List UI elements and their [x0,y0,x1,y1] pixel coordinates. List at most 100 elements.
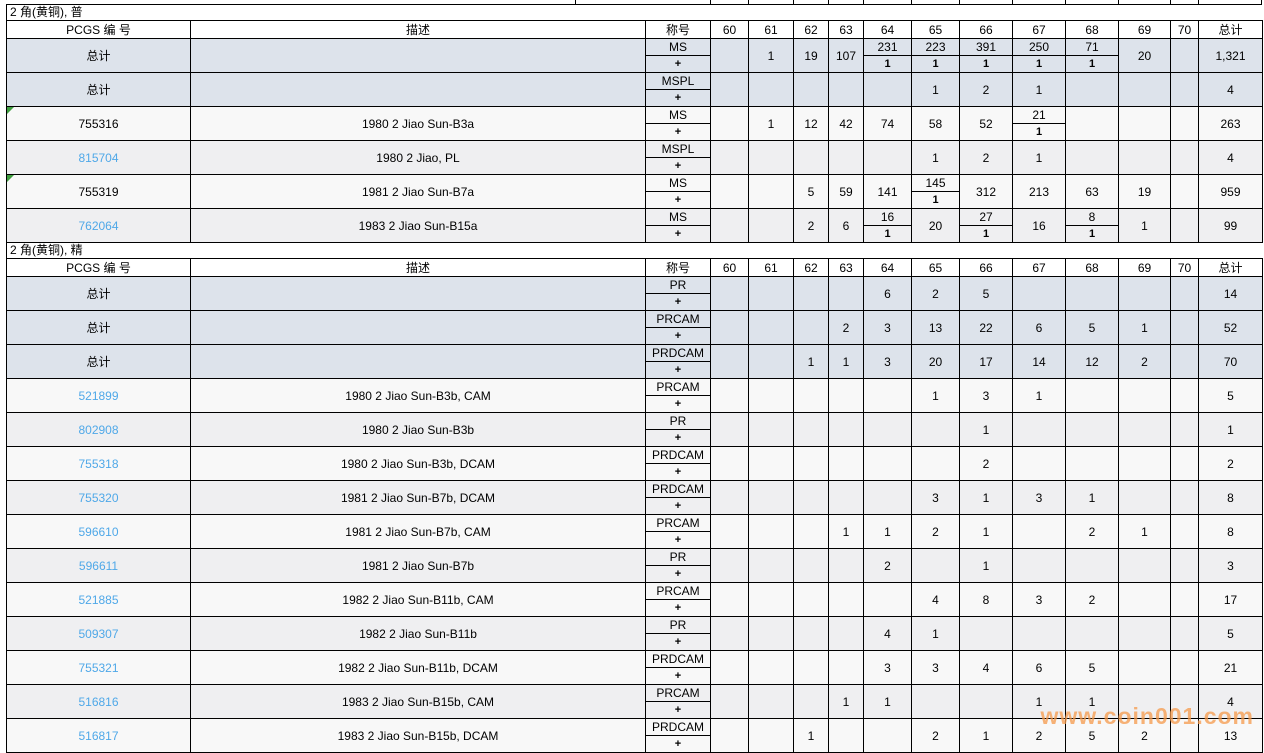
row-total: 70 [1198,344,1263,379]
row-total: 99 [1198,208,1263,243]
designation-label: PR [646,550,710,566]
grade-plus-count: 1 [982,57,990,70]
grade-61-count [748,480,794,515]
plus-label: + [674,363,682,376]
grade-64-count [863,718,912,753]
pcgs-number-link[interactable]: 802908 [6,412,191,447]
grade-61-count [748,548,794,583]
grade-65-count [911,684,960,719]
coin-description: 1980 2 Jiao Sun-B3b, CAM [190,378,646,413]
grade-64-count: 6 [863,276,912,311]
grade-64-count: 3 [863,310,912,345]
grade-67-count [1012,548,1066,583]
split-cell: 391 1 [960,40,1012,72]
split-cell: 250 1 [1013,40,1065,72]
split-cell: PR + [646,278,710,310]
grade-60-count [710,684,749,719]
plus-label: + [674,703,682,716]
section-title: 2 角(黄铜), 普 [6,5,1262,20]
plus-label: + [674,737,682,750]
split-cell: 71 1 [1066,40,1118,72]
grade-62-count [793,72,829,107]
grade-65-count: 20 [911,208,960,243]
grade-67-count: 250 1 [1012,38,1066,73]
pcgs-number-link[interactable]: 521885 [6,582,191,617]
designation-label: PRCAM [646,312,710,328]
designation-label: MSPL [646,74,710,90]
grade-67-count: 1 [1012,378,1066,413]
coin-description [190,38,646,73]
grade-70-count [1170,106,1199,141]
grade-61-count [748,616,794,651]
pcgs-number-link[interactable]: 596610 [6,514,191,549]
split-cell: PRDCAM + [646,720,710,752]
row-total: 8 [1198,480,1263,515]
pcgs-number: 总计 [6,344,191,379]
grade-count: 223 [912,40,959,56]
grade-66-count: 2 [959,446,1013,481]
grade-68-count: 5 [1065,310,1119,345]
grade-62-count [793,548,829,583]
pcgs-number-link[interactable]: 516816 [6,684,191,719]
grade-60-count [710,106,749,141]
split-cell: 21 1 [1013,108,1065,140]
grade-64-count: 141 [863,174,912,209]
grade-64-count: 3 [863,650,912,685]
pcgs-number-link[interactable]: 596611 [6,548,191,583]
grade-63-count [828,140,864,175]
grade-plus-count: 1 [1035,125,1043,138]
plus-label: + [674,329,682,342]
grade-62-count: 1 [793,718,829,753]
row-total: 14 [1198,276,1263,311]
row-total: 4 [1198,684,1263,719]
grade-count: 145 [912,176,959,192]
pcgs-number: 总计 [6,72,191,107]
pcgs-number-link[interactable]: 521899 [6,378,191,413]
grade-70-count [1170,344,1199,379]
pcgs-number-link[interactable]: 762064 [6,208,191,243]
grade-64-count [863,72,912,107]
grade-63-count: 1 [828,344,864,379]
grade-63-count: 6 [828,208,864,243]
pcgs-number-link[interactable]: 755318 [6,446,191,481]
grade-69-count [1118,684,1171,719]
table-row: 755319 1981 2 Jiao Sun-B7a MS +5 59 141 145 1 31… [6,174,1263,209]
pcgs-number-link[interactable]: 755320 [6,480,191,515]
col-header-grade-60: 60 [710,20,749,39]
col-header-designation: 称号 [645,20,711,39]
plus-label: + [674,91,682,104]
grade-61-count [748,344,794,379]
pcgs-number: 755319 [6,174,191,209]
grade-60-count [710,718,749,753]
grade-62-count [793,446,829,481]
pcgs-number-link[interactable]: 509307 [6,616,191,651]
pcgs-number-link[interactable]: 516817 [6,718,191,753]
grade-63-count: 1 [828,684,864,719]
grade-66-count: 52 [959,106,1013,141]
pcgs-number-link[interactable]: 815704 [6,140,191,175]
plus-label: + [674,533,682,546]
designation-cell: PRDCAM + [645,718,711,753]
grade-64-count: 74 [863,106,912,141]
grade-64-count: 3 [863,344,912,379]
designation-label: PRCAM [646,686,710,702]
col-header-grade-70: 70 [1170,20,1199,39]
grade-60-count [710,72,749,107]
grade-66-count: 4 [959,650,1013,685]
grade-62-count [793,412,829,447]
grade-68-count [1065,140,1119,175]
coin-description: 1980 2 Jiao Sun-B3a [190,106,646,141]
grade-62-count [793,582,829,617]
row-total: 5 [1198,616,1263,651]
coin-description: 1980 2 Jiao Sun-B3b [190,412,646,447]
table-row: 762064 1983 2 Jiao Sun-B15a MS +2 6 16 1 20 27 1 1… [6,208,1263,243]
split-cell: PRDCAM + [646,652,710,684]
grade-66-count: 1 [959,548,1013,583]
col-header-grade-66: 66 [959,20,1013,39]
pcgs-number: 总计 [6,38,191,73]
col-header-grade-60: 60 [710,258,749,277]
split-cell: PR + [646,550,710,582]
grade-64-count [863,446,912,481]
pcgs-number-link[interactable]: 755321 [6,650,191,685]
grade-65-count: 1 [911,378,960,413]
